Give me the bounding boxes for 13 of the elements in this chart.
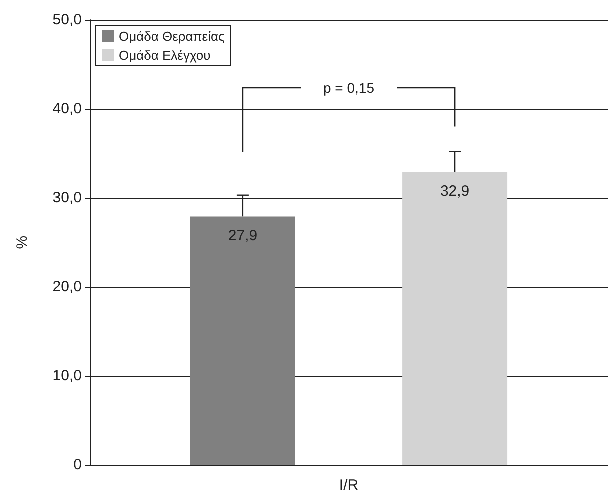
y-tick-label: 30,0 xyxy=(52,190,82,207)
annotation: p = 0,15 xyxy=(324,80,375,96)
data-label: 32,9 xyxy=(440,183,470,200)
x-axis-title: I/R xyxy=(339,477,359,494)
legend-label: Ομάδα Θεραπείας xyxy=(119,29,225,44)
legend-label: Ομάδα Ελέγχου xyxy=(119,48,211,63)
y-tick-label: 20,0 xyxy=(52,278,82,296)
y-tick-label: 10,0 xyxy=(52,368,82,385)
y-tick-label: 40,0 xyxy=(52,100,82,118)
y-axis-title: % xyxy=(14,236,31,250)
y-tick-label: 0 xyxy=(74,456,82,474)
data-label: 27,9 xyxy=(228,228,258,245)
y-tick-label: 50,0 xyxy=(52,12,82,28)
